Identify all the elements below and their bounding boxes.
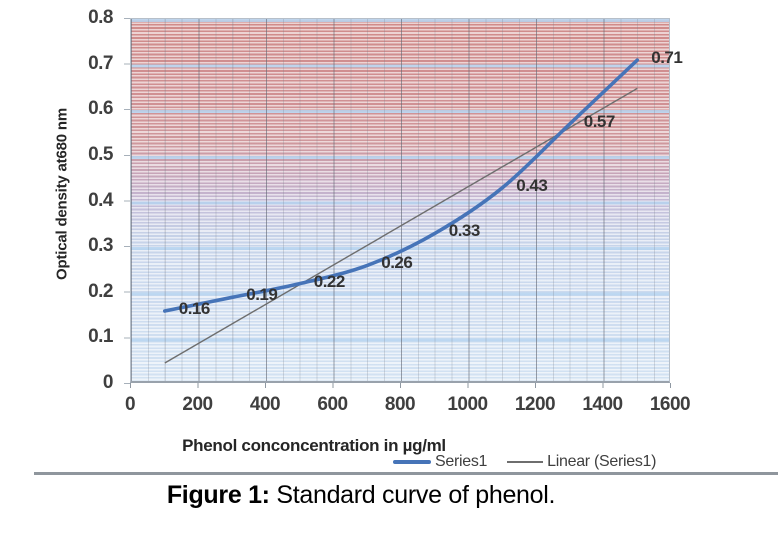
x-tick-label: 400	[249, 394, 281, 415]
data-label: 0.22	[313, 271, 346, 291]
y-tick-label: 0.1	[88, 326, 113, 348]
y-tick-label: 0.3	[88, 235, 113, 257]
y-tick-label: 0.5	[88, 143, 113, 165]
data-label: 0.19	[246, 285, 278, 305]
y-tick-label: 0.7	[88, 52, 113, 74]
legend-label-series1: Series1	[435, 453, 488, 470]
caption-divider	[34, 472, 778, 475]
x-tick-label: 600	[317, 394, 348, 415]
caption-text: Standard curve of phenol.	[269, 481, 556, 509]
y-tick-label: 0.2	[88, 280, 113, 302]
x-tick-label: 0	[124, 394, 136, 415]
y-tick-label: 0	[102, 372, 114, 393]
y-tick-label: 0.4	[88, 189, 113, 211]
data-label: 0.16	[178, 299, 211, 318]
linear-line-swatch-icon	[507, 461, 544, 463]
data-label: 0.57	[583, 111, 616, 131]
chart-lines	[163, 58, 640, 364]
x-axis-title: Phenol conconcentration in µg/ml	[182, 436, 446, 455]
x-tick-label: 800	[384, 394, 416, 415]
data-label: 0.26	[381, 253, 413, 273]
x-tick-label: 1000	[447, 394, 488, 415]
y-tick-label: 0.6	[88, 98, 113, 120]
x-tick-label: 1200	[514, 394, 556, 415]
legend-item-linear: Linear (Series1)	[507, 453, 656, 471]
legend-label-linear: Linear (Series1)	[547, 453, 657, 470]
legend-item-series1: Series1	[393, 453, 487, 471]
y-tick-label: 0.8	[88, 7, 113, 28]
y-axis-tickmarks	[124, 18, 130, 384]
series1-line-swatch-icon	[393, 460, 431, 464]
plot-area	[130, 18, 670, 383]
legend: Series1 Linear (Series1)	[393, 453, 656, 471]
series1-curve	[163, 58, 640, 313]
figure-caption: Figure 1: Standard curve of phenol.	[0, 481, 722, 510]
data-label: 0.71	[651, 48, 683, 68]
x-tick-label: 200	[182, 394, 213, 415]
data-label: 0.33	[448, 221, 481, 241]
x-axis-tickmarks	[130, 383, 671, 388]
data-label: 0.43	[516, 175, 548, 195]
caption-figure-number: Figure 1:	[166, 481, 270, 509]
x-tick-label: 1600	[649, 394, 691, 415]
x-tick-label: 1400	[582, 394, 623, 415]
